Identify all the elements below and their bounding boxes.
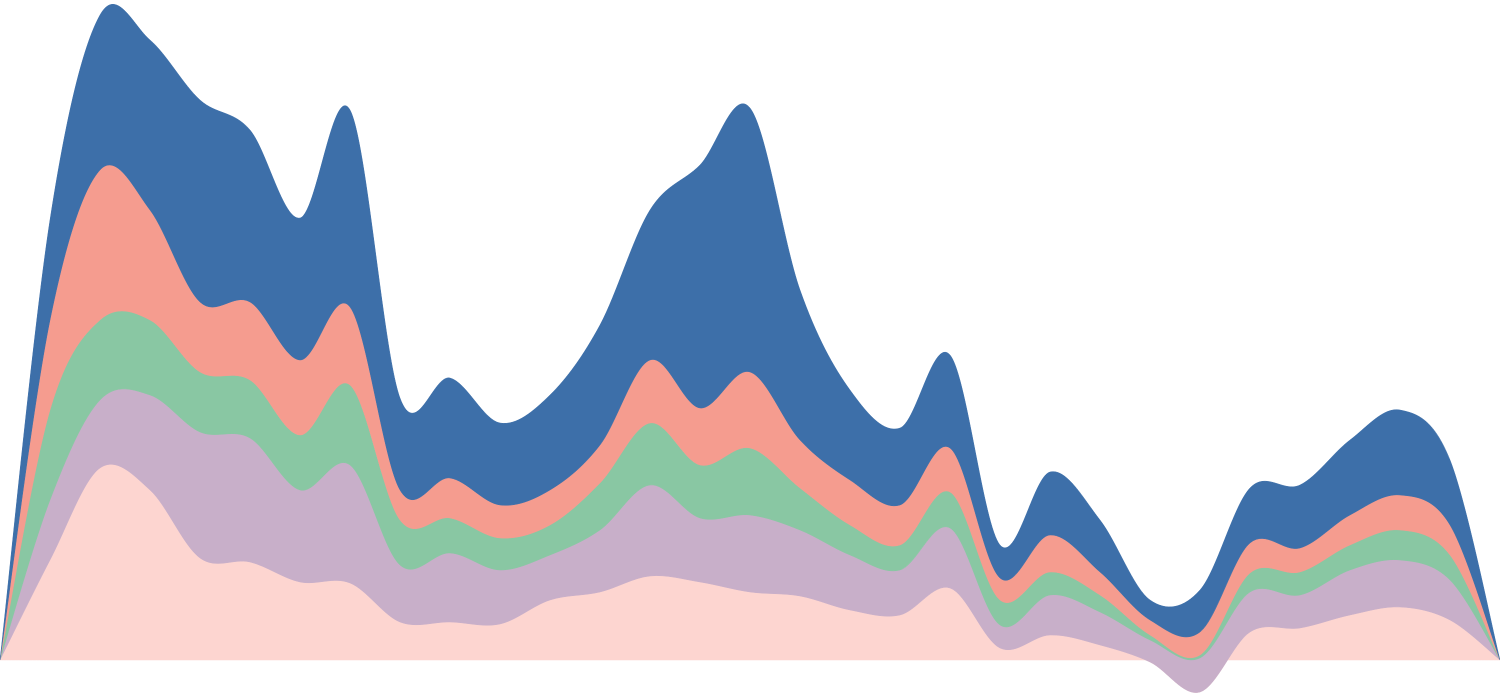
chart [0,4,1500,693]
page: (() => { const data = JSON.parse(documen… [0,4,1500,693]
